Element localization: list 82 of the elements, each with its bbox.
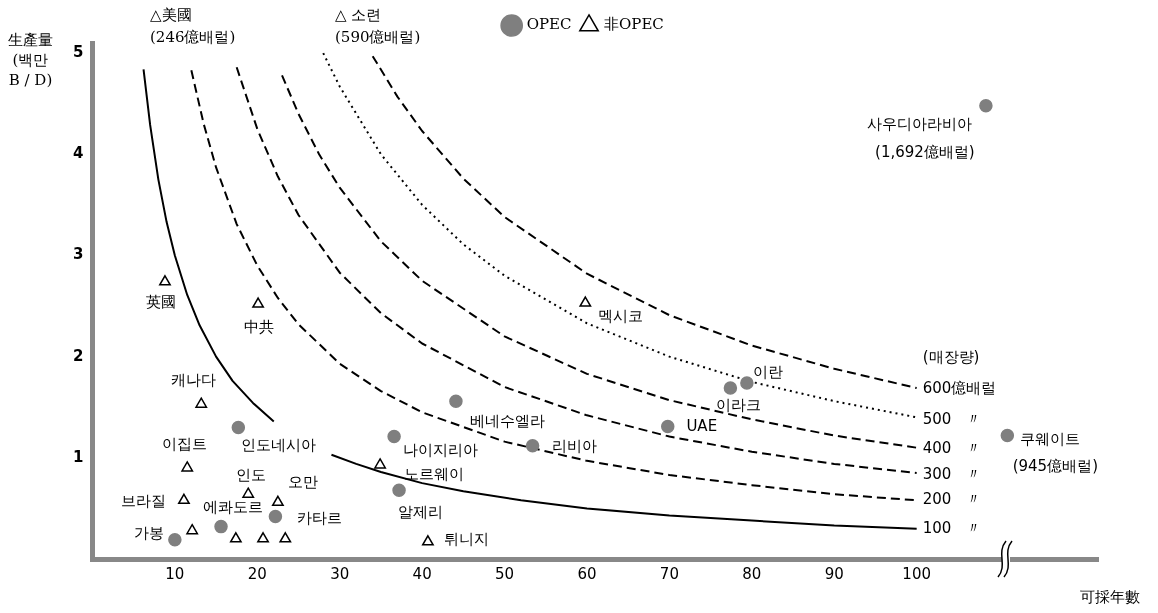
annotation: 노르웨이 xyxy=(404,464,465,483)
annotation: 600億배럴 xyxy=(922,378,997,397)
annotation: 인도 xyxy=(236,466,267,485)
annotation: 300 〃 xyxy=(922,464,981,483)
point xyxy=(257,532,269,543)
x-tick-label: 50 xyxy=(495,564,515,583)
annotation: 나이지리아 xyxy=(402,441,478,460)
legend-label: 非OPEC xyxy=(604,15,664,34)
point xyxy=(195,397,208,408)
annotation: 400 〃 xyxy=(922,438,981,457)
x-tick-label: 60 xyxy=(577,564,597,583)
y-tick-label: 4 xyxy=(73,144,84,163)
point xyxy=(181,461,194,472)
annotation: 튀니지 xyxy=(444,529,490,548)
y-tick-label: 3 xyxy=(73,245,84,264)
point xyxy=(579,296,592,307)
text: △ 소련 xyxy=(335,6,382,25)
annotation: 쿠웨이트 xyxy=(1020,430,1081,449)
point xyxy=(177,493,190,505)
annotation: (590億배럴) xyxy=(335,28,421,47)
y-tick-label: 2 xyxy=(73,346,84,365)
point xyxy=(268,509,283,524)
point xyxy=(392,483,406,497)
point xyxy=(168,533,182,547)
annotation: 사우디아라비아 xyxy=(867,114,973,133)
x-tick-label: 30 xyxy=(330,564,350,583)
annotation: 에콰도르 xyxy=(203,497,264,516)
y-tick-label: 5 xyxy=(73,43,84,62)
x-axis-title: 可採年數 xyxy=(1080,588,1140,607)
point xyxy=(449,394,463,408)
point xyxy=(214,519,228,534)
point xyxy=(661,419,675,434)
annotation: 이란 xyxy=(752,362,783,381)
x-tick-label: 100 xyxy=(902,564,931,583)
annotation: 100 〃 xyxy=(922,518,981,537)
annotation: 인도네시아 xyxy=(240,436,316,455)
annotation: (매장량) xyxy=(922,347,980,366)
x-tick-label: 20 xyxy=(247,564,267,583)
point xyxy=(271,495,284,507)
point xyxy=(1000,428,1015,443)
point xyxy=(979,98,993,113)
point xyxy=(231,420,246,435)
annotation: 베네수엘라 xyxy=(470,412,546,431)
legend-label: OPEC xyxy=(526,15,572,34)
x-tick-label: 10 xyxy=(165,564,185,583)
point xyxy=(186,523,199,535)
point xyxy=(242,487,255,498)
annotation: 멕시코 xyxy=(597,306,643,325)
annotation: 브라질 xyxy=(121,492,167,511)
annotation: 이라크 xyxy=(715,395,761,414)
x-tick-label: 80 xyxy=(742,564,762,583)
y-axis-title: 生產量 (백만 B / D) xyxy=(8,30,53,90)
point xyxy=(740,376,754,390)
point xyxy=(525,438,540,453)
annotation: UAE xyxy=(686,417,718,436)
annotation: (945億배럴) xyxy=(1012,457,1099,476)
annotation: 오만 xyxy=(287,473,318,492)
point xyxy=(279,532,292,543)
point xyxy=(229,532,242,543)
annotation: (246億배럴) xyxy=(150,28,236,47)
annotation: 가봉 xyxy=(133,523,164,542)
annotation: 이집트 xyxy=(161,434,207,453)
annotation: 500 〃 xyxy=(922,410,981,429)
point xyxy=(387,429,401,444)
text: △美國 xyxy=(150,6,192,25)
annotation: 캐나다 xyxy=(170,371,216,390)
x-tick-label: 70 xyxy=(659,564,679,583)
x-tick-label: 40 xyxy=(412,564,432,583)
annotation: 리비아 xyxy=(552,436,598,455)
x-tick-label: 90 xyxy=(824,564,844,583)
annotation: (1,692億배럴) xyxy=(875,142,975,161)
point xyxy=(723,381,738,395)
annotation: 카타르 xyxy=(296,509,342,528)
annotation: 알제리 xyxy=(397,503,443,522)
y-tick-label: 1 xyxy=(73,447,84,466)
annotation: 200 〃 xyxy=(922,490,981,509)
point xyxy=(159,275,171,286)
point xyxy=(421,535,434,546)
annotation: 中共 xyxy=(244,317,275,336)
annotation: 英國 xyxy=(145,292,176,311)
point xyxy=(252,297,265,308)
point xyxy=(374,458,387,469)
